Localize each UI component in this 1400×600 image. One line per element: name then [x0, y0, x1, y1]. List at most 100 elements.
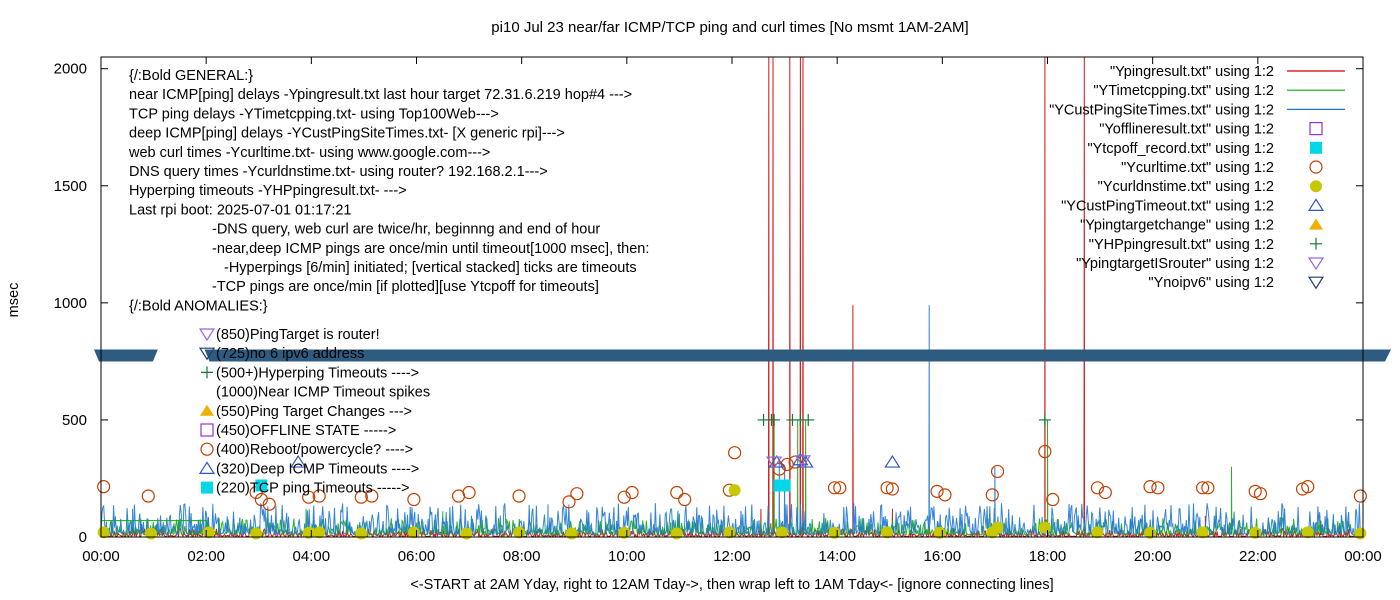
anomaly-line: (400)Reboot/powercycle? ---->: [216, 442, 413, 458]
curl-point: [512, 489, 526, 503]
x-tick-label: 16:00: [924, 548, 962, 565]
legend-symbol: [1307, 198, 1325, 211]
deep-timeout-point: [797, 454, 814, 468]
legend: "Ypingresult.txt" using 1:2 "YTimetcpping…: [1049, 64, 1345, 291]
dns-point: [1038, 521, 1051, 534]
curl-point: [407, 492, 421, 507]
tcp-off-point: [255, 479, 268, 492]
x-tick-label: 12:00: [713, 548, 751, 565]
curl-point: [97, 480, 111, 494]
dns-point: [565, 527, 578, 540]
legend-symbol: [1309, 160, 1323, 174]
curl-point: [1151, 481, 1165, 495]
info-line: Hyperping timeouts -YHPpingresult.txt- -…: [129, 183, 407, 199]
legend-label: "Yofflineresult.txt" using 1:2: [1099, 122, 1274, 138]
dns-point: [355, 527, 368, 540]
info-line: {/:Bold GENERAL:}: [129, 68, 253, 84]
curl-point: [1353, 489, 1367, 503]
curl-point: [365, 489, 379, 503]
y-axis-label: msec: [6, 283, 22, 318]
info-line: -near,deep ICMP pings are once/min until…: [212, 241, 649, 257]
info-line: near ICMP[ping] delays -Ypingresult.txt …: [129, 87, 632, 103]
dns-point: [728, 484, 741, 497]
hyperping-point: [802, 413, 815, 426]
curl-point: [1143, 480, 1157, 494]
curl-point: [990, 464, 1005, 479]
legend-label: "Ypingresult.txt" using 1:2: [1110, 64, 1274, 80]
info-line: -Hyperpings [6/min] initiated; [vertical…: [224, 260, 637, 276]
anomaly-symbol: [200, 423, 214, 437]
dns-point: [250, 527, 263, 540]
curl-point: [885, 482, 899, 496]
info-line: -DNS query, web curl are twice/hr, begin…: [212, 222, 600, 238]
info-line: TCP ping delays -YTimetcpping.txt- using…: [129, 106, 499, 122]
curl-point: [1090, 481, 1105, 495]
anomaly-symbol: [198, 328, 216, 342]
info-line: web curl times -Ycurltime.txt- using www…: [128, 145, 490, 161]
legend-symbol: [1307, 276, 1325, 290]
dns-point: [460, 527, 473, 540]
legend-symbol: [1307, 257, 1325, 271]
anomaly-symbol: [201, 481, 213, 494]
deep-timeout-point: [884, 454, 901, 468]
curl-point: [617, 490, 631, 504]
dns-point: [1091, 526, 1104, 539]
x-tick-label: 06:00: [398, 548, 436, 565]
dns-point: [1301, 526, 1314, 539]
dns-point: [313, 526, 326, 539]
x-tick-label: 20:00: [1134, 548, 1172, 565]
anomalies-text-block: (850)PingTarget is router! (725)no 6 ipv6…: [198, 327, 430, 497]
ipv6-band-layer: [94, 349, 1392, 362]
curl-point: [562, 495, 576, 509]
legend-label: "Ycurldnstime.txt" using 1:2: [1098, 179, 1274, 195]
curl-point: [728, 446, 742, 460]
curl-point: [833, 481, 847, 495]
curl-point: [1253, 487, 1268, 501]
anomaly-line: (450)OFFLINE STATE ----->: [216, 423, 396, 439]
curl-point: [625, 485, 639, 500]
noipv6-band: [94, 349, 158, 362]
anomaly-symbol: [201, 366, 213, 379]
target-router-point: [794, 455, 812, 469]
deep-timeout-point: [768, 454, 785, 468]
y-tick-label: 1500: [54, 178, 87, 195]
x-tick-label: 02:00: [187, 548, 225, 565]
legend-label: "YCustPingTimeout.txt" using 1:2: [1061, 198, 1274, 214]
info-line: {/:Bold ANOMALIES:}: [129, 298, 268, 314]
curl-point: [1098, 485, 1112, 500]
legend-label: "YCustPingSiteTimes.txt" using 1:2: [1049, 102, 1274, 118]
target-router-point: [765, 456, 783, 470]
curl-point: [302, 490, 316, 504]
dns-point: [1196, 526, 1209, 539]
legend-symbol: [1310, 180, 1322, 193]
dns-point: [775, 526, 788, 539]
curl-point: [1301, 480, 1315, 494]
anomaly-line: (725)no 6 ipv6 address: [216, 346, 364, 362]
legend-label: "YTimetcpping.txt" using 1:2: [1093, 83, 1274, 99]
curl-point: [938, 488, 952, 502]
data-markers-layer: [97, 413, 1367, 540]
legend-symbol: [1309, 218, 1323, 230]
deep-timeout-point: [290, 454, 307, 468]
curl-point: [880, 481, 894, 495]
dns-point: [991, 521, 1004, 534]
curl-point: [678, 492, 692, 507]
curl-point: [462, 485, 476, 500]
legend-symbol: [1310, 237, 1322, 250]
info-line: Last rpi boot: 2025-07-01 01:17:21: [129, 202, 352, 218]
x-tick-label: 10:00: [608, 548, 646, 565]
x-tick-label: 00:00: [1344, 548, 1382, 565]
info-text-block: {/:Bold GENERAL:} near ICMP[ping] delays …: [128, 68, 649, 314]
info-line: -TCP pings are once/min [if plotted][use…: [212, 279, 599, 295]
noipv6-band: [204, 349, 1392, 362]
anomaly-line: (220)TCP ping Timeouts ----->: [216, 481, 410, 497]
legend-label: "Ytcpoff_record.txt" using 1:2: [1087, 141, 1274, 157]
x-tick-label: 00:00: [82, 548, 120, 565]
y-tick-label: 0: [79, 529, 87, 546]
anomaly-symbol: [200, 442, 214, 456]
legend-label: "YpingtargetISrouter" using 1:2: [1076, 256, 1274, 272]
hyperping-point: [1038, 413, 1051, 426]
legend-symbol: [1310, 141, 1322, 154]
dns-point: [1354, 527, 1367, 540]
